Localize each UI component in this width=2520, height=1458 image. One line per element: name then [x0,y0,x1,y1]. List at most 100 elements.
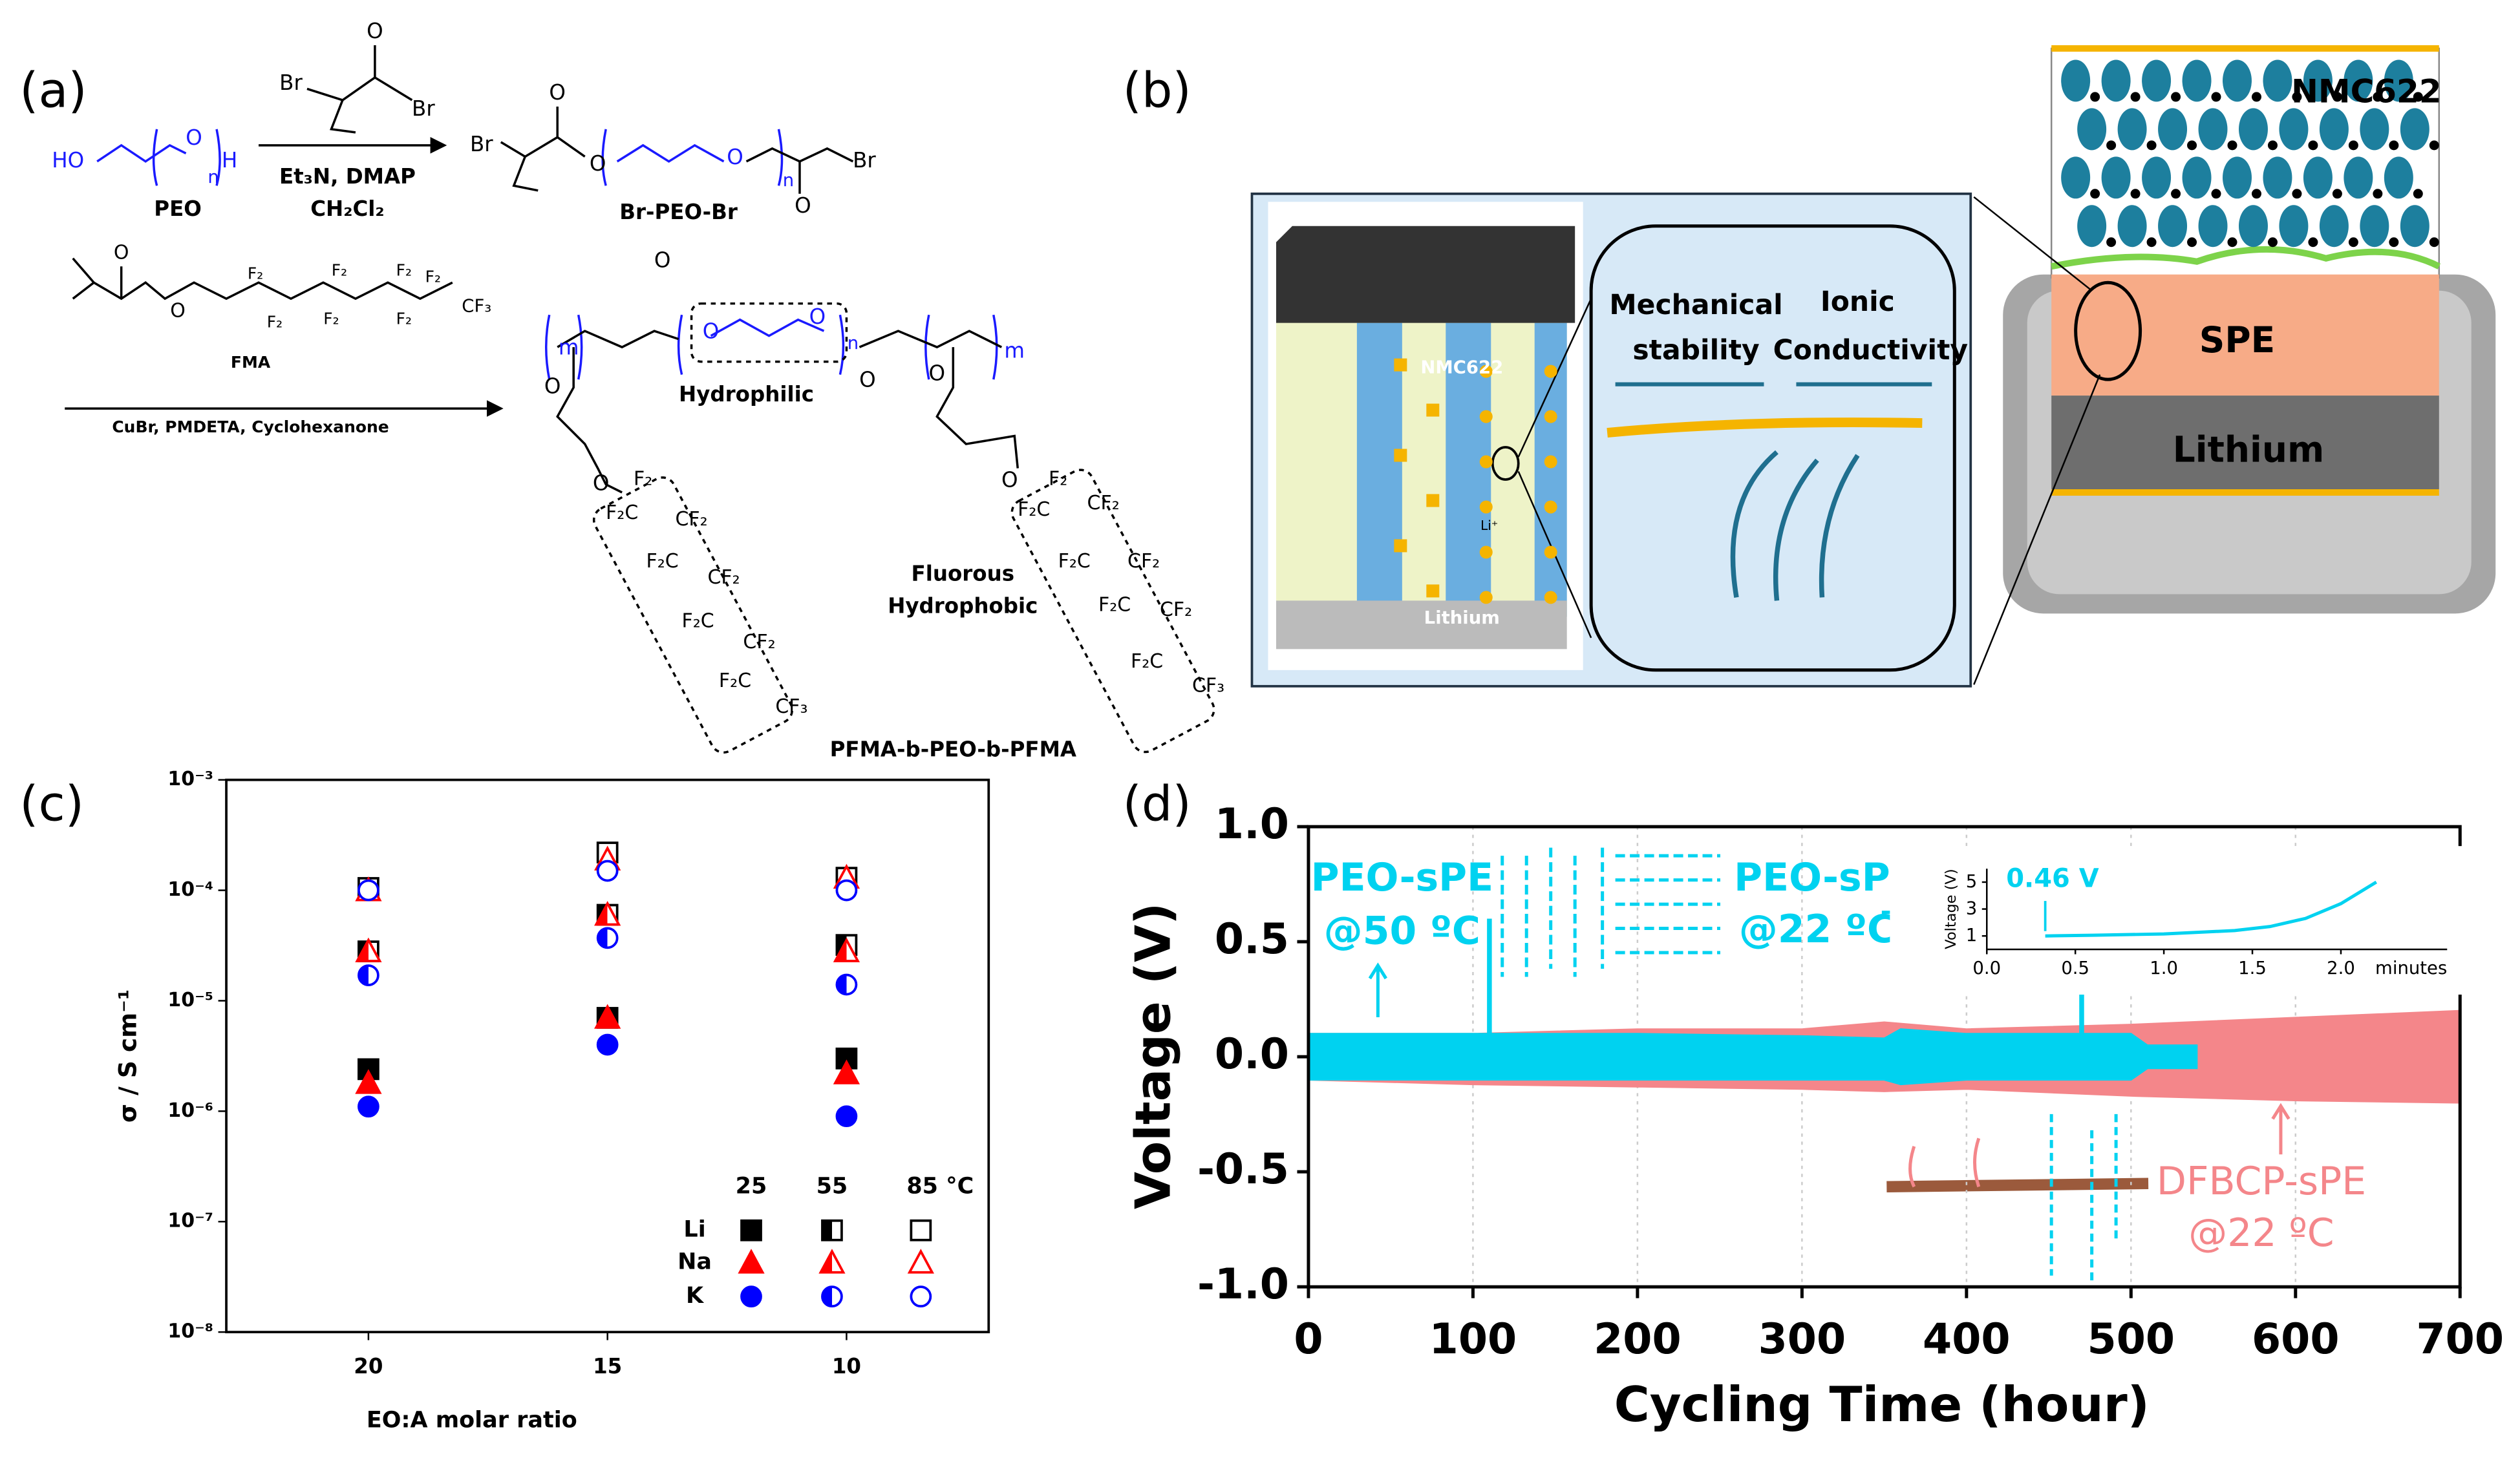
scheme-label: F₂ [1049,468,1067,491]
scheme-label: PFMA-b-PEO-b-PFMA [830,737,1076,762]
scheme-label: CF₂ [1087,492,1120,514]
diagram-label: Mechanical [1609,290,1782,321]
y-tick-label: 10⁻³ [167,768,213,790]
x-tick-label: 600 [2252,1315,2340,1364]
li-ion [1394,539,1407,553]
x-tick-label: 10 [832,1354,861,1379]
data-point [833,937,860,962]
li-ion [1479,545,1493,559]
particle [2158,108,2188,151]
diagram-b [1250,45,2496,688]
particle [2211,189,2221,199]
scheme-label: CF₃ [1192,674,1224,697]
diagram-label: stability [1632,335,1759,366]
particle [2384,156,2413,199]
particle [2117,108,2147,151]
data-point [596,860,619,882]
legend-marker [910,1219,932,1241]
annotation: @22 ºC [2188,1210,2334,1256]
particle [2413,189,2423,199]
y-tick-label: 10⁻⁴ [167,878,213,901]
scheme-label: Br [412,96,435,121]
x-tick-label: 200 [1594,1315,1682,1364]
particle [2373,189,2383,199]
scheme-label: Br [470,132,493,156]
li-ion [1479,591,1493,604]
data-point [594,1004,621,1029]
particle [2251,189,2261,199]
scheme-label: n [208,167,219,187]
scheme-label: F₂C [719,670,751,692]
li-ion [1544,500,1557,514]
li-ion [1544,410,1557,423]
data-point [835,879,858,902]
y-axis-title: σ / S cm⁻¹ [114,989,142,1123]
particle [2360,205,2389,248]
data-point [355,1069,382,1094]
y-tick-label: 0.5 [1215,915,1289,964]
x-tick-label: 700 [2416,1315,2504,1364]
diagram-label: Conductivity [1773,335,1968,366]
legend-header: 25 [736,1173,767,1199]
x-tick-label: 2.0 [2327,958,2355,978]
scheme-label: CF₂ [1160,598,1192,621]
particle [2061,156,2091,199]
x-axis-title: Cycling Time (hour) [1614,1376,2150,1433]
scheme-label: F₂C [681,609,714,632]
particle [2090,92,2100,102]
scheme-label: F₂ [425,268,441,286]
scheme-label: O [859,368,876,392]
particle [2198,205,2228,248]
legend-header: 55 [817,1173,848,1199]
panel-label: (a) [19,61,87,118]
diagram-label: NMC622 [1420,357,1503,378]
scheme-label: PEO [154,196,202,221]
scheme-label: Br [853,148,876,173]
particle [2223,59,2252,102]
particle [2171,189,2181,199]
y-tick-label: 0.0 [1215,1030,1289,1079]
particle [2400,108,2429,151]
diagram-label: SPE [2199,319,2275,361]
scheme-label: F₂ [396,310,412,328]
panel-label: (c) [19,776,84,832]
data-point [358,879,379,902]
particle [2279,205,2309,248]
annotation: PEO-sPE [1734,855,1916,900]
inset-line [2045,880,2378,938]
legend-marker [821,1219,843,1241]
x-tick-label: 0.0 [1972,958,2001,978]
particle [2090,189,2100,199]
scheme-label: CF₂ [707,566,740,589]
particle [2308,140,2318,151]
particle [2413,92,2423,102]
particle [2429,237,2439,248]
li-ion [1479,410,1493,423]
arrow [1368,962,1387,1017]
particle [2279,108,2309,151]
scheme-label: CF₂ [675,508,707,531]
scheme-label: Br-PEO-Br [619,200,738,224]
scheme-label: O [727,145,743,169]
diagram-label: NMC622 [2291,72,2441,110]
particle [2360,108,2389,151]
li-ion [1544,591,1557,604]
li-ion [1544,364,1557,378]
particle [2303,156,2333,199]
particle [2077,205,2107,248]
particle [2227,140,2237,151]
particle [2187,237,2197,248]
particle [2142,156,2172,199]
diagram-label: Ionic [1821,286,1895,318]
scheme-label: O [590,151,606,176]
x-tick-label: 0.5 [2061,958,2089,978]
y-tick-label: -0.5 [1197,1145,1289,1194]
annotation: DFBCP-sPE [2157,1159,2366,1204]
voltage-band [1307,1028,2198,1086]
scheme-label: CH₂Cl₂ [310,196,384,221]
scheme-label: Fluorous [912,561,1015,586]
li-ion [1479,500,1493,514]
scheme-label: HO [52,148,84,173]
y-tick-label: 1.0 [1215,800,1289,849]
